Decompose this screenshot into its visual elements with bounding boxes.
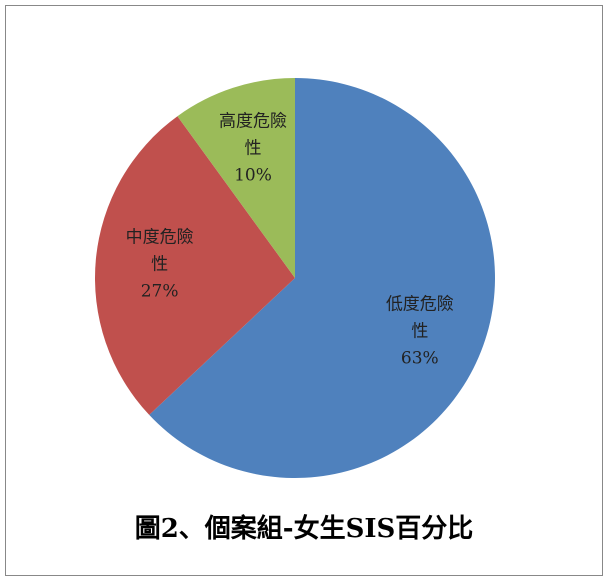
slice-label: 中度危險性 27%	[125, 225, 195, 306]
pie-slice	[149, 78, 495, 478]
slice-value: 63%	[400, 348, 439, 369]
slice-category: 高度危險性	[218, 111, 287, 159]
slice-category: 中度危險性	[125, 227, 194, 275]
slice-value: 10%	[234, 165, 272, 186]
slice-value: 27%	[140, 281, 179, 302]
slice-label: 低度危險性 63%	[385, 292, 455, 373]
pie-slice	[94, 116, 295, 415]
slice-label: 高度危險性 10%	[218, 108, 288, 189]
slice-category: 低度危險性	[385, 294, 454, 342]
chart-title: 圖2、個案組-女生SIS百分比	[134, 514, 474, 544]
pie-slice	[177, 78, 295, 278]
